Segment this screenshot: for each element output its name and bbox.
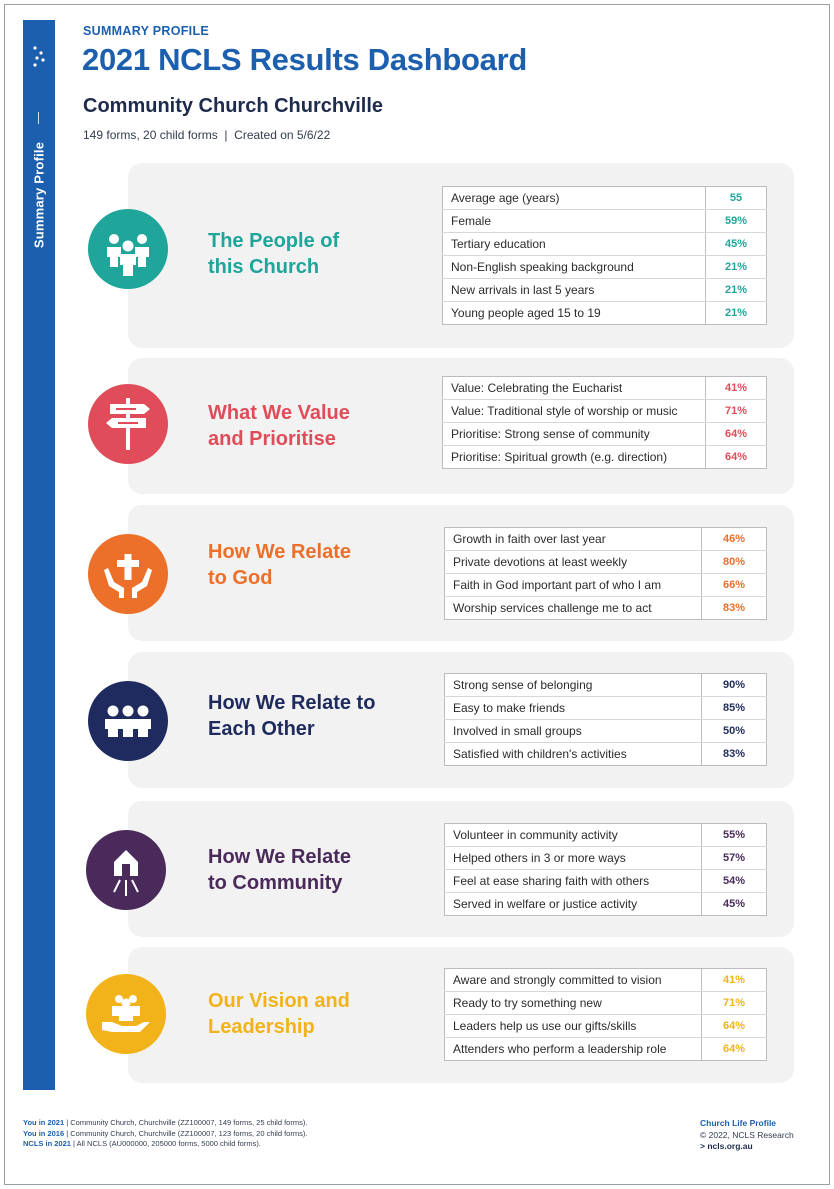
table-row: Served in welfare or justice activity 45% bbox=[445, 892, 767, 916]
hand-people-icon bbox=[86, 974, 166, 1054]
stats-table: Value: Celebrating the Eucharist 41% Valu… bbox=[442, 376, 767, 469]
section-heading: The People of this Church bbox=[208, 230, 340, 278]
stats-table: Strong sense of belonging 90% Easy to mak… bbox=[444, 673, 767, 766]
table-row: Satisfied with children's activities 83% bbox=[445, 742, 767, 766]
people-group-icon bbox=[88, 681, 168, 761]
hands-cross-icon bbox=[88, 534, 168, 614]
table-row: New arrivals in last 5 years 21% bbox=[442, 278, 767, 302]
stats-table: Average age (years) 55 Female 59% Tertiary… bbox=[442, 186, 767, 325]
ncls-dots-logo bbox=[33, 46, 45, 67]
footer-brand: Church Life Profile © 2022, NCLS Researc… bbox=[700, 1118, 794, 1153]
people-group-icon bbox=[88, 209, 168, 289]
table-row: Strong sense of belonging 90% bbox=[444, 673, 767, 697]
table-row: Average age (years) 55 bbox=[442, 186, 767, 210]
table-row: Value: Traditional style of worship or m… bbox=[442, 399, 767, 423]
section-heading: How We Relate to Community bbox=[208, 846, 351, 894]
section-heading: What We Value and Prioritise bbox=[208, 402, 350, 450]
signpost-icon bbox=[88, 384, 168, 464]
table-row: Growth in faith over last year 46% bbox=[444, 527, 767, 551]
table-row: Non-English speaking background 21% bbox=[442, 255, 767, 279]
report-meta: 149 forms, 20 child forms | Created on 5… bbox=[83, 128, 331, 142]
table-row: Worship services challenge me to act 83% bbox=[445, 596, 767, 620]
legend-row: You in 2016 | Community Church, Churchvi… bbox=[23, 1128, 308, 1138]
section-heading: How We Relate to God bbox=[208, 541, 351, 589]
legend-row: NCLS in 2021 | All NCLS (AU000000, 20500… bbox=[23, 1139, 261, 1148]
table-row: Female 59% bbox=[442, 209, 767, 233]
stats-table: Volunteer in community activity 55% Helpe… bbox=[444, 823, 767, 916]
page-title: 2021 NCLS Results Dashboard bbox=[82, 42, 527, 77]
table-row: Aware and strongly committed to vision 41… bbox=[444, 968, 767, 992]
table-row: Ready to try something new 71% bbox=[444, 991, 767, 1015]
footer-legend: You in 2021 | Community Church, Churchvi… bbox=[23, 1118, 307, 1150]
table-row: Leaders help us use our gifts/skills 64% bbox=[444, 1014, 767, 1038]
table-row: Private devotions at least weekly 80% bbox=[444, 550, 767, 574]
sidebar: Summary Profile bbox=[23, 20, 55, 1090]
website-link[interactable]: > ncls.org.au bbox=[700, 1141, 753, 1151]
table-row: Volunteer in community activity 55% bbox=[444, 823, 767, 847]
church-house-icon bbox=[86, 830, 166, 910]
table-row: Involved in small groups 50% bbox=[444, 719, 767, 743]
copyright: © 2022, NCLS Research bbox=[700, 1129, 794, 1140]
table-row: Value: Celebrating the Eucharist 41% bbox=[442, 376, 767, 400]
page-frame bbox=[4, 4, 830, 1185]
table-row: Easy to make friends 85% bbox=[444, 696, 767, 720]
sidebar-divider bbox=[38, 112, 39, 124]
stats-table: Growth in faith over last year 46% Privat… bbox=[444, 527, 767, 620]
table-row: Tertiary education 45% bbox=[442, 232, 767, 256]
table-row: Helped others in 3 or more ways 57% bbox=[444, 846, 767, 870]
table-row: Feel at ease sharing faith with others 54… bbox=[444, 869, 767, 893]
section-heading: How We Relate to Each Other bbox=[208, 692, 376, 740]
section-heading: Our Vision and Leadership bbox=[208, 990, 350, 1038]
brand-name: Church Life Profile bbox=[700, 1118, 777, 1128]
stats-table: Aware and strongly committed to vision 41… bbox=[444, 968, 767, 1061]
table-row: Young people aged 15 to 19 21% bbox=[443, 301, 767, 325]
church-name: Community Church Churchville bbox=[83, 95, 384, 117]
table-row: Faith in God important part of who I am 6… bbox=[444, 573, 767, 597]
table-row: Attenders who perform a leadership role 6… bbox=[445, 1037, 767, 1061]
table-row: Prioritise: Strong sense of community 64% bbox=[442, 422, 767, 446]
sidebar-label: Summary Profile bbox=[31, 141, 47, 249]
page-kicker: SUMMARY PROFILE bbox=[83, 24, 210, 38]
legend-row: You in 2021 | Community Church, Churchvi… bbox=[23, 1118, 308, 1127]
table-row: Prioritise: Spiritual growth (e.g. direc… bbox=[443, 445, 767, 469]
